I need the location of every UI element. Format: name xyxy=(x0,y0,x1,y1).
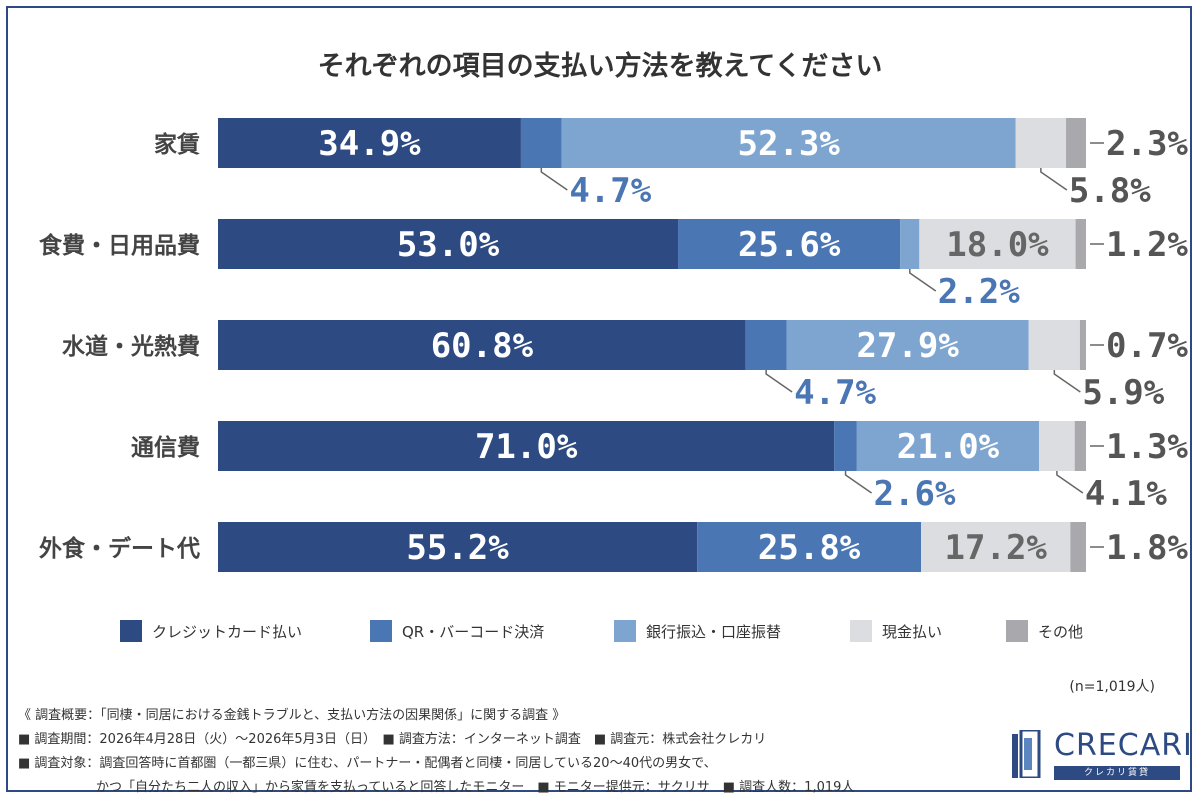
data-label: 18.0% xyxy=(946,225,1049,265)
data-label: 34.9% xyxy=(318,124,421,164)
bar-segment xyxy=(1039,421,1075,471)
data-label: 4.1% xyxy=(1085,474,1167,514)
bar-segment xyxy=(856,421,1040,471)
chart-frame xyxy=(6,6,1192,792)
data-label: 1.2% xyxy=(1106,225,1188,265)
survey-note-line: ■ 調査対象：調査回答時に首都圏（一都三県）に住む、パートナー・配偶者と同棲・同… xyxy=(18,756,717,771)
chart-title: それぞれの項目の支払い方法を教えてください xyxy=(317,51,883,82)
data-label: 5.8% xyxy=(1069,171,1151,211)
leader-line xyxy=(909,269,937,292)
legend-item-credit: クレジットカード払い xyxy=(120,620,302,642)
data-label: 25.6% xyxy=(738,225,841,265)
bar-segment xyxy=(786,320,1029,370)
legend: クレジットカード払い QR・バーコード決済 銀行振込・口座振替 現金払い その他 xyxy=(0,620,1200,650)
sample-size: (n=1,019人) xyxy=(1069,679,1155,695)
bar-segment xyxy=(1079,320,1086,370)
data-label: 55.2% xyxy=(406,528,509,568)
bar-segment xyxy=(1070,522,1086,572)
data-label: 4.7% xyxy=(794,373,876,413)
data-label: 5.9% xyxy=(1082,373,1164,413)
leader-line xyxy=(1056,471,1084,494)
bar-segment xyxy=(218,421,835,471)
bar-segment xyxy=(834,421,857,471)
data-label: 25.8% xyxy=(758,528,861,568)
bar-segment xyxy=(561,118,1016,168)
bar-segment xyxy=(1074,421,1086,471)
leader-line xyxy=(1040,168,1068,191)
bar-segment xyxy=(678,219,901,269)
category-label: 水道・光熱費 xyxy=(62,333,200,360)
legend-label-other: その他 xyxy=(1038,622,1084,641)
data-label: 1.3% xyxy=(1106,427,1188,467)
bar-segment xyxy=(218,118,521,168)
leader-line xyxy=(844,471,872,494)
legend-swatch-bank xyxy=(614,620,636,642)
data-label: 17.2% xyxy=(945,528,1048,568)
crecari-logo: CRECARI クレカリ賃貸 xyxy=(1010,728,1193,788)
data-label: 71.0% xyxy=(475,427,578,467)
legend-label-credit: クレジットカード払い xyxy=(152,622,303,641)
legend-item-other: その他 xyxy=(1006,620,1083,642)
bar-segment xyxy=(218,320,746,370)
bar-segment xyxy=(1066,118,1086,168)
data-label: 2.6% xyxy=(874,474,956,514)
category-label: 食費・日用品費 xyxy=(39,232,200,259)
bar-segment xyxy=(218,522,698,572)
data-label: 21.0% xyxy=(897,427,1000,467)
bar-segment xyxy=(1075,219,1086,269)
leader-line xyxy=(1053,370,1081,393)
logo-text: CRECARI xyxy=(1054,728,1193,763)
bar-segment xyxy=(697,522,922,572)
bar-segment xyxy=(1028,320,1080,370)
category-label: 外食・デート代 xyxy=(39,535,200,562)
data-label: 4.7% xyxy=(569,171,651,211)
data-label: 60.8% xyxy=(431,326,534,366)
data-label: 2.3% xyxy=(1106,124,1188,164)
survey-note-line: 《 調査概要：「同棲・同居における金銭トラブルと、支払い方法の因果関係」に関する… xyxy=(18,708,566,723)
data-label: 53.0% xyxy=(397,225,500,265)
data-label: 1.8% xyxy=(1106,528,1188,568)
legend-label-cash: 現金払い xyxy=(882,622,943,641)
legend-item-bank: 銀行振込・口座振替 xyxy=(614,620,781,642)
legend-swatch-credit xyxy=(120,620,142,642)
bar-segment xyxy=(921,522,1071,572)
legend-label-bank: 銀行振込・口座振替 xyxy=(646,622,782,641)
category-label: 通信費 xyxy=(131,434,200,461)
legend-swatch-cash xyxy=(850,620,872,642)
data-label: 27.9% xyxy=(856,326,959,366)
bar-segment xyxy=(900,219,920,269)
data-label: 52.3% xyxy=(738,124,841,164)
survey-note-line: かつ「自分たち二人の収入」から家賃を支払っていると回答したモニター ■ モニター… xyxy=(18,780,855,795)
bar-segment xyxy=(1015,118,1067,168)
logo-subtext: クレカリ賃貸 xyxy=(1054,766,1180,780)
data-label: 0.7% xyxy=(1106,326,1188,366)
logo-door-icon xyxy=(1012,730,1041,778)
legend-label-qr: QR・バーコード決済 xyxy=(402,622,545,641)
leader-line xyxy=(765,370,793,393)
bar-segment xyxy=(745,320,787,370)
legend-item-cash: 現金払い xyxy=(850,620,942,642)
bar-segment xyxy=(919,219,1076,269)
category-label: 家賃 xyxy=(154,131,200,158)
legend-swatch-other xyxy=(1006,620,1028,642)
bar-segment xyxy=(520,118,562,168)
legend-swatch-qr xyxy=(370,620,392,642)
leader-line xyxy=(540,168,568,191)
survey-notes: 《 調査概要：「同棲・同居における金銭トラブルと、支払い方法の因果関係」に関する… xyxy=(18,704,854,800)
survey-note-line: ■ 調査期間：2026年4月28日（火）～2026年5月3日（日） ■ 調査方法… xyxy=(18,732,767,747)
legend-item-qr: QR・バーコード決済 xyxy=(370,620,544,642)
bar-segment xyxy=(218,219,679,269)
data-label: 2.2% xyxy=(938,272,1020,312)
